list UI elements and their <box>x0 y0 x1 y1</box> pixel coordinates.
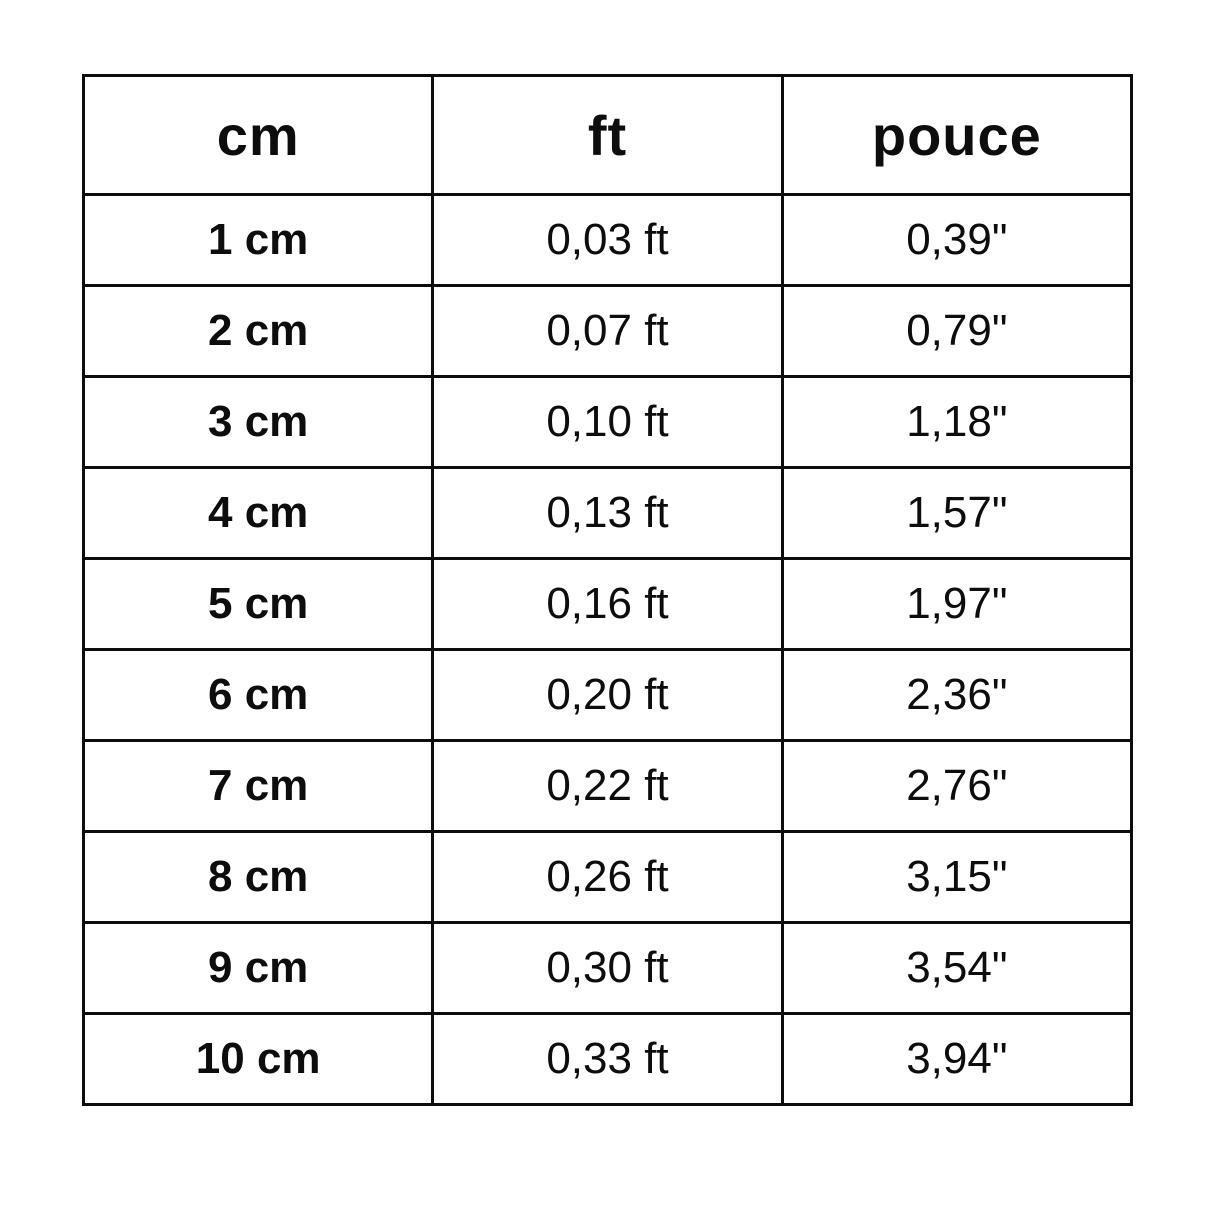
cell-pouce: 1,97" <box>780 557 1134 651</box>
table-row: 1 cm 0,03 ft 0,39" <box>81 193 1134 287</box>
cell-pouce: 1,18" <box>780 375 1134 469</box>
header-cell-ft: ft <box>431 74 784 196</box>
cell-cm: 1 cm <box>81 193 435 287</box>
table-row: 4 cm 0,13 ft 1,57" <box>81 466 1134 560</box>
cell-ft: 0,16 ft <box>431 557 784 651</box>
cell-pouce: 0,39" <box>780 193 1134 287</box>
cell-ft: 0,07 ft <box>431 284 784 378</box>
cell-pouce: 2,76" <box>780 739 1134 833</box>
cell-pouce: 0,79" <box>780 284 1134 378</box>
table-row: 5 cm 0,16 ft 1,97" <box>81 557 1134 651</box>
table-row: 10 cm 0,33 ft 3,94" <box>81 1012 1134 1106</box>
cell-cm: 4 cm <box>81 466 435 560</box>
cell-pouce: 3,54" <box>780 921 1134 1015</box>
cell-ft: 0,20 ft <box>431 648 784 742</box>
table-row: 9 cm 0,30 ft 3,54" <box>81 921 1134 1015</box>
table-row: 8 cm 0,26 ft 3,15" <box>81 830 1134 924</box>
cell-cm: 3 cm <box>81 375 435 469</box>
cell-ft: 0,10 ft <box>431 375 784 469</box>
table-row: 6 cm 0,20 ft 2,36" <box>81 648 1134 742</box>
cell-ft: 0,03 ft <box>431 193 784 287</box>
cell-cm: 6 cm <box>81 648 435 742</box>
header-cell-pouce: pouce <box>780 74 1134 196</box>
cell-ft: 0,33 ft <box>431 1012 784 1106</box>
cell-pouce: 3,15" <box>780 830 1134 924</box>
cell-ft: 0,22 ft <box>431 739 784 833</box>
table-row: 3 cm 0,10 ft 1,18" <box>81 375 1134 469</box>
header-cell-cm: cm <box>81 74 435 196</box>
table-row: 7 cm 0,22 ft 2,76" <box>81 739 1134 833</box>
cell-pouce: 2,36" <box>780 648 1134 742</box>
cell-pouce: 1,57" <box>780 466 1134 560</box>
cell-cm: 2 cm <box>81 284 435 378</box>
cell-cm: 5 cm <box>81 557 435 651</box>
cell-ft: 0,30 ft <box>431 921 784 1015</box>
cell-ft: 0,26 ft <box>431 830 784 924</box>
table-row: 2 cm 0,07 ft 0,79" <box>81 284 1134 378</box>
conversion-table: cm ft pouce 1 cm 0,03 ft 0,39" 2 cm 0,07… <box>81 74 1134 1106</box>
cell-cm: 8 cm <box>81 830 435 924</box>
table-header-row: cm ft pouce <box>81 74 1134 196</box>
cell-cm: 7 cm <box>81 739 435 833</box>
cell-ft: 0,13 ft <box>431 466 784 560</box>
cell-pouce: 3,94" <box>780 1012 1134 1106</box>
cell-cm: 10 cm <box>81 1012 435 1106</box>
cell-cm: 9 cm <box>81 921 435 1015</box>
